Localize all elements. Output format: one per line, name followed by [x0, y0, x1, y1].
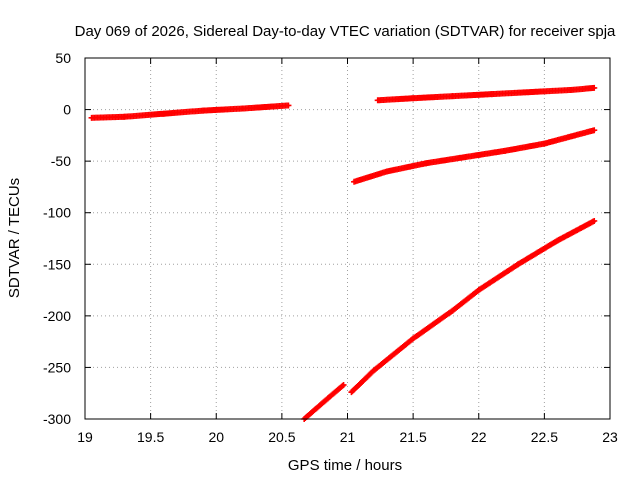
grid-lines — [85, 58, 610, 419]
x-tick-label: 22.5 — [531, 429, 558, 445]
y-tick-label: 0 — [63, 102, 71, 118]
x-tick-label: 23 — [602, 429, 618, 445]
x-tick-label: 21.5 — [400, 429, 427, 445]
y-tick-label: -200 — [43, 308, 71, 324]
x-tick-label: 20.5 — [268, 429, 295, 445]
data-points — [88, 84, 598, 422]
data-point — [339, 382, 346, 389]
y-tick-labels: -300 -250 -200 -150 -100 -50 0 50 — [43, 50, 71, 427]
y-tick-label: -300 — [43, 411, 71, 427]
data-point — [285, 102, 292, 109]
series-track-1 — [88, 102, 292, 121]
x-tick-label: 19.5 — [137, 429, 164, 445]
y-tick-label: -150 — [43, 256, 71, 272]
series-track-4 — [301, 381, 347, 422]
chart-title: Day 069 of 2026, Sidereal Day-to-day VTE… — [75, 23, 616, 40]
y-axis-label: SDTVAR / TECUs — [6, 178, 23, 298]
y-tick-label: -50 — [51, 153, 71, 169]
x-tick-label: 21 — [340, 429, 356, 445]
x-tick-label: 22 — [471, 429, 487, 445]
y-tick-label: -250 — [43, 359, 71, 375]
data-point — [591, 217, 598, 224]
axis-ticks — [84, 57, 611, 420]
x-tick-label: 19 — [77, 429, 93, 445]
series-track-5 — [348, 217, 598, 396]
data-point — [591, 84, 598, 91]
x-axis-label: GPS time / hours — [288, 457, 402, 474]
data-point — [340, 381, 347, 388]
series-track-2 — [374, 84, 598, 104]
x-tick-label: 20 — [208, 429, 224, 445]
y-tick-label: 50 — [55, 50, 71, 66]
data-point — [591, 127, 598, 134]
series-track-3 — [351, 127, 598, 185]
x-tick-labels: 19 19.5 20 20.5 21 21.5 22 22.5 23 — [77, 429, 618, 445]
y-tick-label: -100 — [43, 205, 71, 221]
